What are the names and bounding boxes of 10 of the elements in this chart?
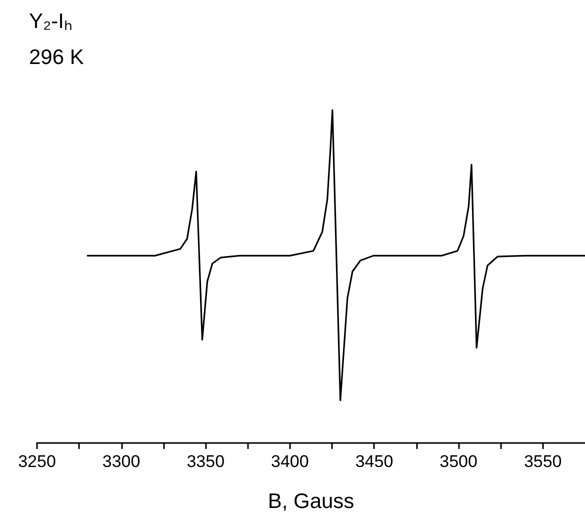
chart-title: Y₂-Iₕ — [29, 10, 72, 33]
x-tick-label: 3550 — [524, 452, 562, 471]
x-axis-title: B, Gauss — [268, 490, 354, 513]
x-tick-label: 3400 — [271, 452, 309, 471]
x-tick-label: 3300 — [102, 452, 140, 471]
x-tick-label: 3250 — [18, 452, 56, 471]
x-tick-label: 3450 — [355, 452, 394, 471]
chart-subtitle: 296 K — [29, 46, 84, 69]
x-tick-label: 3500 — [440, 452, 478, 471]
x-tick-label: 3350 — [186, 452, 225, 471]
